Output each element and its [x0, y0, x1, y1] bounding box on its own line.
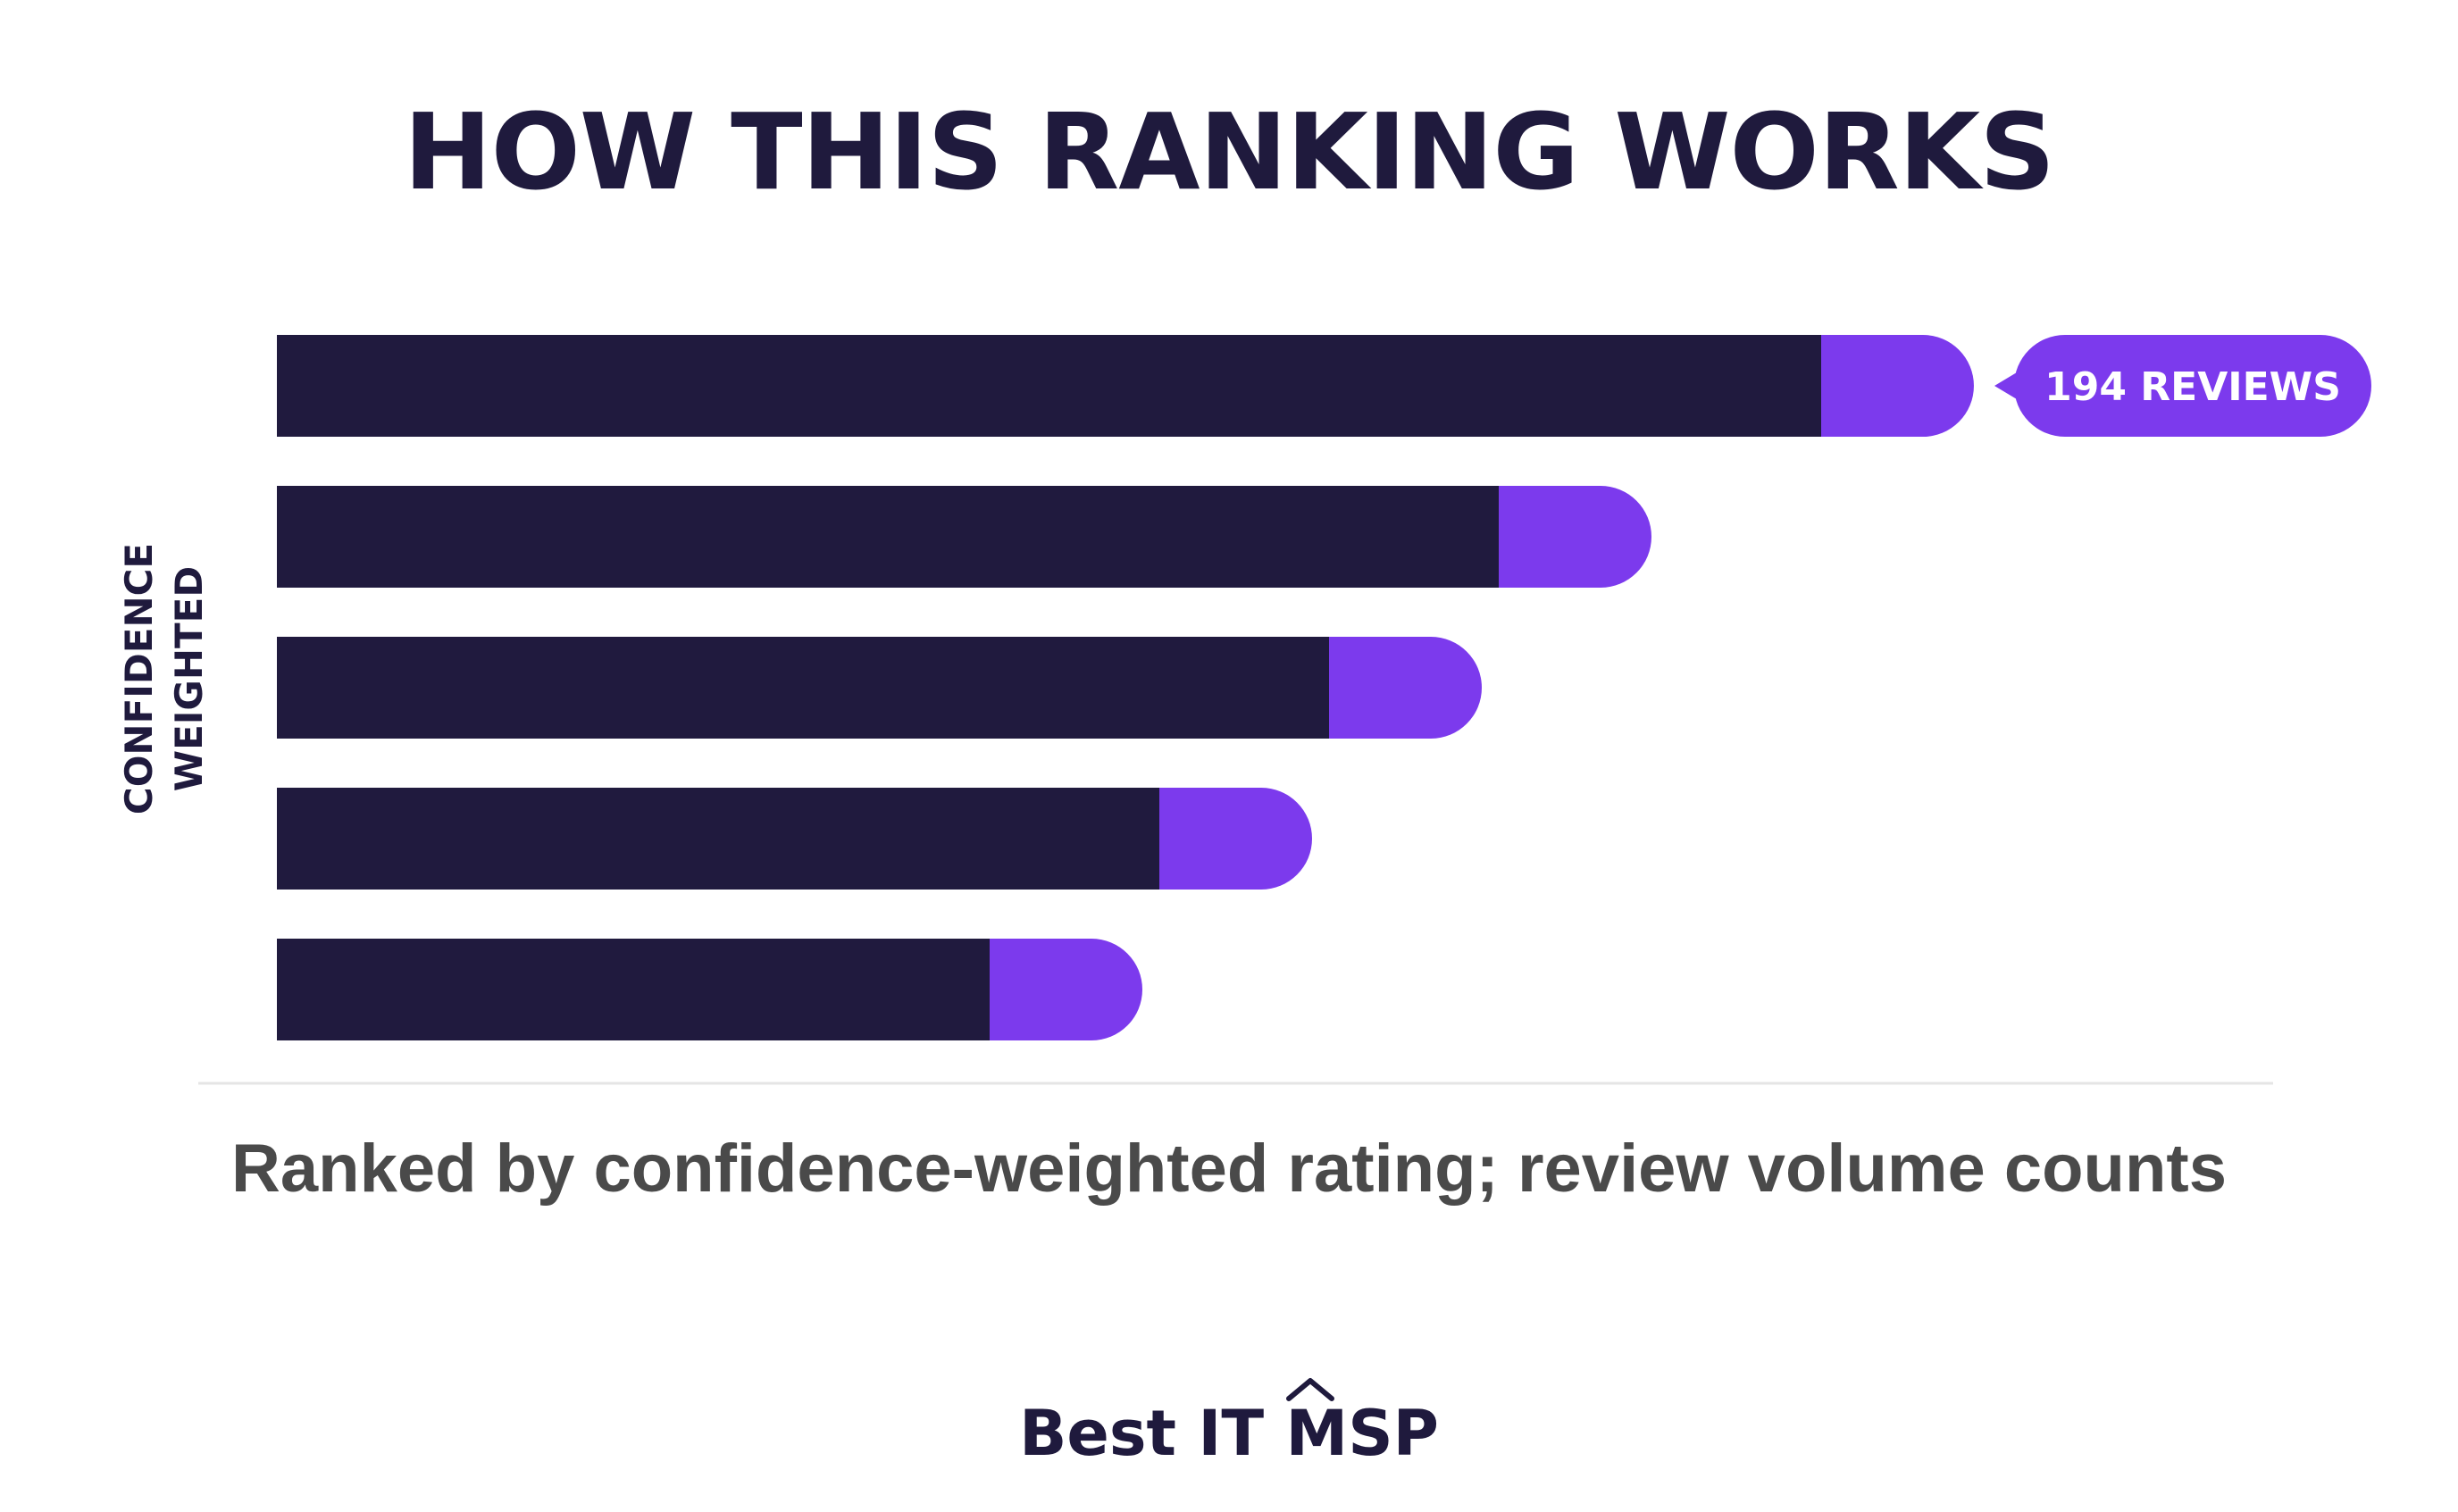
caret-up-icon [1286, 1378, 1335, 1401]
badge-pointer [1994, 370, 2021, 402]
brand-name: Best IT MSP [1019, 1397, 1439, 1470]
bar-base-segment [277, 939, 990, 1040]
bar-base-segment [277, 486, 1499, 588]
review-count-badge: 194 REVIEWS [1994, 335, 2371, 437]
bar-row-2 [277, 486, 1651, 588]
bar-accent-segment [1819, 335, 1974, 437]
bar-row-3 [277, 637, 1482, 739]
bar-base-segment [277, 637, 1329, 739]
page-title: HOW THIS RANKING WORKS [403, 90, 2055, 213]
bar-base-segment [277, 788, 1159, 890]
bar-row-1 [277, 335, 1974, 437]
bar-row-4 [277, 788, 1312, 890]
bar-accent-segment [1497, 486, 1651, 588]
bar-accent-segment [1327, 637, 1482, 739]
ranking-bar-chart: 194 REVIEWS CONFIDENCE WEIGHTED [117, 335, 2371, 1085]
bar-accent-segment [1158, 788, 1312, 890]
brand-logo: Best IT MSP [0, 1378, 2458, 1474]
chart-caption: Ranked by confidence-weighted rating; re… [231, 1131, 2227, 1207]
badge-label: 194 REVIEWS [2044, 364, 2341, 410]
bar-row-5 [277, 939, 1142, 1040]
bar-accent-segment [988, 939, 1142, 1040]
bar-base-segment [277, 335, 1821, 437]
y-axis-label: CONFIDENCE WEIGHTED [117, 543, 211, 814]
badge-pill [2014, 335, 2371, 437]
